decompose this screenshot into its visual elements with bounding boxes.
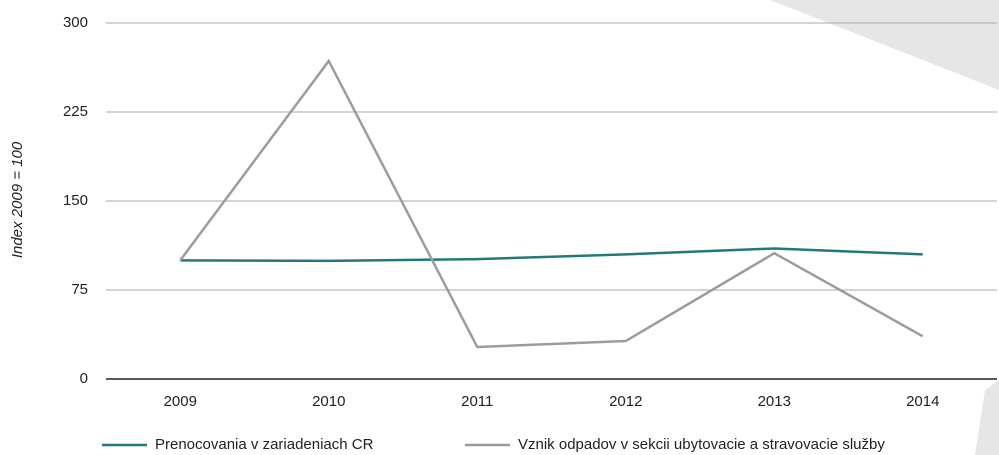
- y-tick-label: 225: [63, 103, 88, 120]
- x-tick-label: 2011: [461, 393, 493, 410]
- line-series: [180, 247, 923, 263]
- x-tick-label: 2012: [609, 393, 642, 410]
- x-tick-label: 2009: [164, 393, 197, 410]
- y-axis-label: Index 2009 = 100: [9, 141, 26, 258]
- x-tick-label: 2013: [758, 393, 791, 410]
- x-tick-label: 2010: [312, 393, 345, 410]
- decoration: [975, 380, 999, 455]
- y-tick-label: 300: [63, 14, 88, 31]
- y-tick-label: 150: [63, 192, 88, 209]
- line-series: [179, 58, 924, 349]
- legend-label: Prenocovania v zariadeniach CR: [155, 436, 374, 453]
- legend-label: Vznik odpadov v sekcii ubytovacie a stra…: [518, 436, 885, 453]
- decoration: [770, 0, 999, 90]
- x-tick-label: 2014: [906, 393, 939, 410]
- y-tick-label: 0: [80, 370, 88, 387]
- y-tick-label: 75: [71, 281, 88, 298]
